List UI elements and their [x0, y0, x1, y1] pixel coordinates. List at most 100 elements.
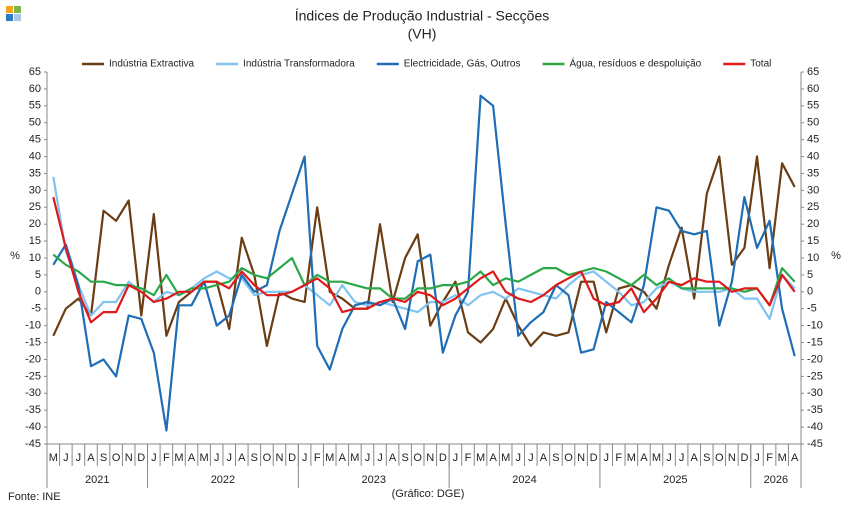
legend-label: Total: [750, 59, 771, 70]
y-tick-label: 45: [29, 134, 41, 146]
x-tick-label: M: [501, 452, 510, 464]
x-tick-label: A: [238, 452, 246, 464]
y-axis-label: %: [10, 250, 20, 262]
y2-tick-label: 30: [807, 184, 819, 196]
y2-tick-label: 15: [807, 235, 819, 247]
chart-subtitle: (VH): [408, 26, 437, 42]
y-tick-label: -35: [25, 404, 41, 416]
x-tick-label: J: [63, 452, 69, 464]
y-tick-label: 5: [35, 269, 41, 281]
credit: (Gráfico: DGE): [392, 488, 465, 500]
x-tick-label: F: [163, 452, 170, 464]
x-tick-label: O: [263, 452, 272, 464]
x-tick-label: J: [302, 452, 308, 464]
y2-tick-label: 45: [807, 134, 819, 146]
legend-label: Água, resíduos e despoluição: [569, 57, 701, 70]
series-line: [52, 176, 796, 320]
x-tick-label: O: [413, 452, 422, 464]
y2-tick-label: 5: [807, 269, 813, 281]
y-tick-label: 35: [29, 167, 41, 179]
x-tick-label: D: [740, 452, 748, 464]
x-tick-label: A: [791, 452, 799, 464]
x-tick-label: A: [489, 452, 497, 464]
series-line: [52, 196, 796, 324]
x-tick-label: A: [389, 452, 397, 464]
x-tick-label: J: [214, 452, 220, 464]
x-tick-label: S: [401, 452, 408, 464]
y2-tick-label: -30: [807, 387, 823, 399]
x-tick-label: A: [540, 452, 548, 464]
y-tick-label: -5: [31, 303, 41, 315]
x-tick-label: J: [226, 452, 232, 464]
x-tick-label: S: [552, 452, 559, 464]
y2-axis-label: %: [831, 250, 841, 262]
y2-tick-label: 50: [807, 117, 819, 129]
y2-tick-label: 10: [807, 252, 819, 264]
source: Fonte: INE: [8, 491, 61, 503]
x-tick-label: N: [426, 452, 434, 464]
x-tick-label: F: [766, 452, 773, 464]
y2-tick-label: 35: [807, 167, 819, 179]
year-label: 2021: [85, 474, 109, 486]
x-tick-label: A: [188, 452, 196, 464]
year-label: 2022: [211, 474, 235, 486]
x-tick-label: A: [87, 452, 95, 464]
y-tick-label: 0: [35, 286, 41, 298]
x-tick-label: F: [314, 452, 321, 464]
x-tick-label: J: [516, 452, 522, 464]
y2-tick-label: -5: [807, 303, 817, 315]
y2-tick-label: -25: [807, 370, 823, 382]
y-tick-label: -45: [25, 438, 41, 450]
y2-tick-label: 60: [807, 83, 819, 95]
y-tick-label: 50: [29, 117, 41, 129]
year-label: 2023: [361, 474, 385, 486]
x-tick-label: A: [640, 452, 648, 464]
x-tick-label: N: [125, 452, 133, 464]
legend-label: Electricidade, Gás, Outros: [404, 59, 521, 70]
x-tick-label: F: [465, 452, 472, 464]
y-tick-label: 55: [29, 100, 41, 112]
y2-tick-label: -10: [807, 320, 823, 332]
series-line: [52, 155, 796, 347]
x-tick-label: J: [754, 452, 760, 464]
x-tick-label: D: [288, 452, 296, 464]
y-tick-label: 30: [29, 184, 41, 196]
y2-tick-label: -40: [807, 421, 823, 433]
y-tick-label: -40: [25, 421, 41, 433]
chart-title: Índices de Produção Industrial - Secções: [295, 8, 549, 24]
x-tick-label: O: [715, 452, 724, 464]
x-tick-label: M: [627, 452, 636, 464]
year-label: 2024: [512, 474, 536, 486]
year-label: 2026: [764, 474, 788, 486]
y-tick-label: -20: [25, 353, 41, 365]
x-tick-label: J: [603, 452, 609, 464]
y-tick-label: -25: [25, 370, 41, 382]
y-tick-label: -30: [25, 387, 41, 399]
x-tick-label: N: [276, 452, 284, 464]
y2-tick-label: -45: [807, 438, 823, 450]
x-tick-label: A: [339, 452, 347, 464]
legend-label: Indústria Extractiva: [109, 59, 194, 70]
y2-tick-label: 20: [807, 218, 819, 230]
x-tick-label: J: [365, 452, 371, 464]
x-tick-label: O: [112, 452, 121, 464]
y-tick-label: 25: [29, 201, 41, 213]
y2-tick-label: -20: [807, 353, 823, 365]
y2-tick-label: 65: [807, 66, 819, 78]
x-tick-label: J: [151, 452, 157, 464]
x-tick-label: M: [49, 452, 58, 464]
x-tick-label: N: [728, 452, 736, 464]
y-tick-label: 15: [29, 235, 41, 247]
x-tick-label: M: [350, 452, 359, 464]
y2-tick-label: 55: [807, 100, 819, 112]
x-tick-label: M: [476, 452, 485, 464]
x-tick-label: S: [100, 452, 107, 464]
x-tick-label: J: [666, 452, 672, 464]
x-tick-label: N: [577, 452, 585, 464]
y-tick-label: 60: [29, 83, 41, 95]
x-tick-label: M: [325, 452, 334, 464]
x-tick-label: M: [652, 452, 661, 464]
x-tick-label: M: [778, 452, 787, 464]
x-tick-label: J: [453, 452, 459, 464]
